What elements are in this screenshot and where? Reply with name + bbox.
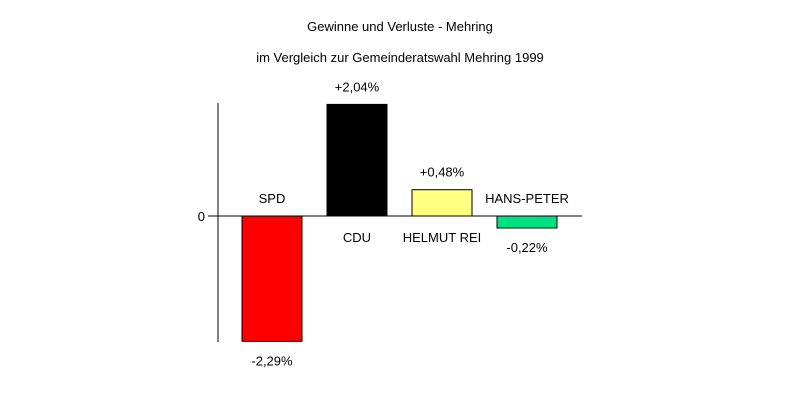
- bar-hans-peter: [496, 215, 558, 229]
- bars: -2,29% SPD +2,04% CDU +0,48% HELMUT REI -0,22%…: [241, 79, 569, 368]
- category-label-spd: SPD: [259, 191, 286, 206]
- value-label-cdu: +2,04%: [335, 79, 380, 94]
- chart-subtitle: im Vergleich zur Gemeinderatswahl Mehrin…: [256, 50, 544, 65]
- chart-title: Gewinne und Verluste - Mehring: [307, 19, 493, 34]
- value-label-hans-peter: -0,22%: [506, 240, 548, 255]
- bar-spd: [241, 215, 303, 342]
- category-label-helmut-rei: HELMUT REI: [403, 230, 482, 245]
- category-label-hans-peter: HANS-PETER: [485, 191, 569, 206]
- value-label-spd: -2,29%: [251, 353, 293, 368]
- bar-helmut-rei: [411, 189, 473, 217]
- bar-cdu: [326, 103, 388, 217]
- value-label-helmut-rei: +0,48%: [420, 165, 465, 180]
- category-label-cdu: CDU: [343, 230, 371, 245]
- y-tick-label-zero: 0: [198, 209, 205, 224]
